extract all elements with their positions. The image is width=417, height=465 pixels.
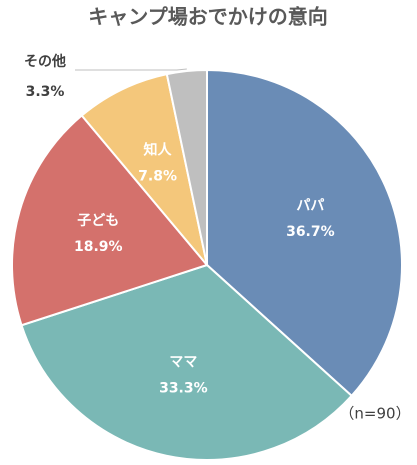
slice-label: その他 [24,53,66,70]
value-label: 36.7% [286,224,335,240]
pie-slice [165,68,208,266]
pie-slice [206,68,403,398]
slice-label: ママ [169,355,197,371]
value-label: 3.3% [26,84,65,100]
note: （n=90） [339,405,410,423]
value-label: 33.3% [159,381,208,397]
value-label: 18.9% [74,239,123,255]
pie-slice [20,263,354,461]
slice-label: 知人 [144,141,173,158]
pie-slice [80,72,208,266]
pie-slice [11,114,209,327]
leader-line [75,68,187,71]
chart-title: キャンプ場おでかけの意向 [88,5,327,29]
value-label: 7.8% [138,168,177,184]
slice-label: 子ども [77,213,119,229]
slice-label: パパ [296,198,324,214]
